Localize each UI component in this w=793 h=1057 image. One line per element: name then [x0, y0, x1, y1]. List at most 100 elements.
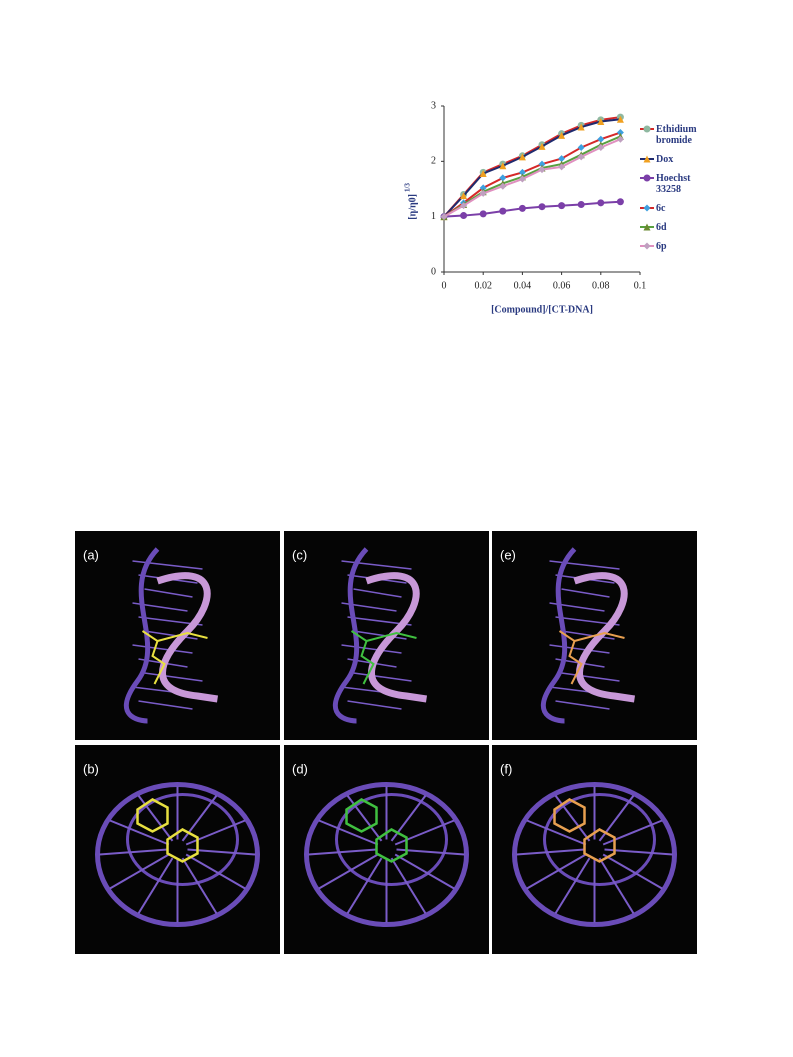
panel: (a) — [75, 531, 280, 740]
legend-label: Dox — [656, 154, 674, 165]
marker — [577, 144, 585, 151]
series-line — [443, 138, 621, 218]
base-pair — [353, 630, 407, 640]
base-pair — [561, 672, 620, 682]
base-pair — [555, 700, 610, 710]
y-tick-label: 1 — [431, 211, 436, 222]
base-pair — [353, 588, 402, 598]
marker — [616, 129, 624, 137]
legend-entry: Dox — [640, 154, 692, 165]
marker — [518, 153, 526, 161]
spoke — [390, 857, 427, 914]
marker — [597, 135, 605, 143]
spoke — [396, 848, 465, 856]
series-line — [443, 135, 621, 218]
legend-label: Ethidium bromide — [656, 124, 697, 146]
panel: (b) — [75, 745, 280, 954]
spoke — [181, 857, 218, 914]
spoke — [526, 853, 587, 890]
legend-entry: 6p — [640, 241, 692, 252]
marker — [518, 175, 526, 183]
panel: (e) — [492, 531, 697, 740]
marker — [499, 182, 507, 190]
marker — [518, 204, 526, 212]
ribbon — [365, 572, 428, 703]
base-pair — [347, 700, 402, 710]
base-pair — [138, 700, 193, 710]
y-axis-label-sup: 1/3 — [404, 183, 412, 192]
base-pair — [561, 588, 610, 598]
spoke — [526, 819, 587, 846]
ribbon — [573, 572, 636, 703]
x-tick-label: 0.1 — [634, 280, 647, 291]
base-pair — [132, 560, 203, 570]
spoke — [602, 819, 663, 846]
marker — [597, 117, 605, 125]
marker — [577, 123, 585, 131]
x-tick-label: 0.08 — [592, 280, 610, 291]
series-line — [443, 200, 621, 218]
marker — [643, 223, 651, 231]
spoke — [516, 848, 585, 856]
marker — [440, 213, 448, 221]
base-pair — [341, 644, 402, 654]
legend-swatch — [640, 223, 654, 231]
y-axis-label-group: [η/η0] 1/3 — [404, 183, 419, 220]
ligand — [141, 630, 208, 685]
marker — [460, 192, 468, 200]
marker — [479, 170, 487, 178]
x-axis-label: [Compound]/[CT-DNA] — [491, 304, 593, 315]
legend-swatch — [640, 242, 654, 250]
dna-ring-inner — [335, 793, 448, 886]
legend-label: 6c — [656, 203, 666, 214]
marker — [643, 155, 651, 163]
y-tick-label: 3 — [431, 100, 436, 111]
ligand — [350, 630, 417, 685]
panel-label: (a) — [83, 547, 99, 562]
marker — [643, 174, 651, 182]
base-pair — [353, 672, 412, 682]
strand — [123, 547, 160, 724]
legend-entry: 6d — [640, 222, 692, 233]
spoke — [109, 853, 170, 890]
base-pair — [549, 560, 620, 570]
legend-entry: Hoechst 33258 — [640, 173, 692, 195]
x-tick-label: 0 — [442, 280, 447, 291]
panel-label: (c) — [292, 547, 307, 562]
base-pair — [144, 630, 198, 640]
base-pair — [132, 644, 193, 654]
spoke — [137, 795, 174, 842]
series-line — [443, 118, 621, 218]
ligand — [553, 798, 616, 863]
dna-ring — [512, 782, 677, 927]
x-tick-label: 0.04 — [514, 280, 532, 291]
legend-swatch — [640, 204, 654, 212]
spoke — [185, 853, 246, 890]
marker — [499, 207, 507, 215]
spoke — [346, 795, 383, 842]
spoke — [554, 857, 591, 914]
y-tick-label: 2 — [431, 156, 436, 167]
marker — [460, 202, 468, 210]
spoke — [318, 819, 379, 846]
marker — [479, 184, 487, 192]
ribbon — [156, 572, 219, 703]
x-tick-label: 0.06 — [553, 280, 571, 291]
spoke — [185, 819, 246, 846]
dna-ring — [95, 782, 260, 927]
marker — [597, 144, 605, 151]
legend-label: 6d — [656, 222, 667, 233]
spoke — [308, 848, 377, 856]
marker — [616, 135, 624, 143]
marker — [499, 174, 507, 182]
marker — [518, 168, 526, 176]
marker — [538, 166, 546, 174]
y-tick-label: 0 — [431, 266, 436, 277]
panel: (c) — [284, 531, 489, 740]
marker — [616, 198, 624, 206]
spoke — [109, 819, 170, 846]
marker — [616, 115, 624, 123]
spoke — [346, 857, 383, 914]
